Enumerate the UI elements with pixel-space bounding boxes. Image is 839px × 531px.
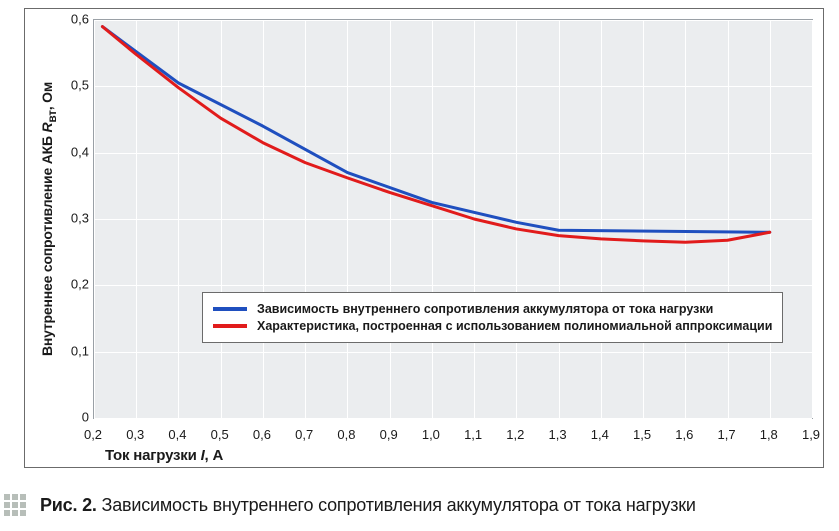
x-tick-label: 1,0 (422, 427, 440, 442)
x-tick-label: 1,3 (549, 427, 567, 442)
series-polynomial (102, 27, 769, 243)
legend-swatch (213, 324, 247, 328)
x-tick-label: 1,9 (802, 427, 820, 442)
figure-caption: Рис. 2. Зависимость внутреннего сопротив… (0, 480, 839, 530)
legend-label: Зависимость внутреннего сопротивления ак… (257, 302, 713, 316)
legend-item-polynomial: Характеристика, построенная с использова… (213, 319, 772, 333)
x-axis-title: Ток нагрузки I, А (105, 447, 223, 464)
x-tick-label: 1,5 (633, 427, 651, 442)
y-tick-label: 0,6 (61, 12, 89, 27)
y-tick-label: 0 (61, 410, 89, 425)
x-tick-label: 0,7 (295, 427, 313, 442)
series-canvas (94, 20, 812, 418)
legend-item-measured: Зависимость внутреннего сопротивления ак… (213, 302, 772, 316)
y-tick-label: 0,2 (61, 277, 89, 292)
y-tick-label: 0,4 (61, 144, 89, 159)
caption-body: Зависимость внутреннего сопротивления ак… (102, 495, 696, 515)
caption-figure-label: Рис. 2. (40, 495, 97, 515)
legend-swatch (213, 307, 247, 311)
x-tick-label: 1,2 (506, 427, 524, 442)
y-axis-title: Внутреннее сопротивление АКБ Rвт, Ом (39, 82, 59, 356)
x-tick-label: 0,3 (126, 427, 144, 442)
x-tick-label: 0,2 (84, 427, 102, 442)
y-tick-label: 0,3 (61, 211, 89, 226)
x-tick-label: 0,5 (211, 427, 229, 442)
caption-ornament-icon (4, 494, 26, 516)
y-tick-label: 0,1 (61, 343, 89, 358)
x-tick-label: 0,8 (337, 427, 355, 442)
x-tick-label: 1,8 (760, 427, 778, 442)
x-tick-label: 0,6 (253, 427, 271, 442)
y-tick-label: 0,5 (61, 78, 89, 93)
x-tick-label: 0,4 (168, 427, 186, 442)
x-tick-label: 0,9 (380, 427, 398, 442)
x-tick-label: 1,6 (675, 427, 693, 442)
figure-root: Внутреннее сопротивление АКБ Rвт, Ом Зав… (0, 0, 839, 531)
plot-area: Зависимость внутреннего сопротивления ак… (93, 19, 813, 419)
legend-label: Характеристика, построенная с использова… (257, 319, 772, 333)
chart-container: Внутреннее сопротивление АКБ Rвт, Ом Зав… (24, 8, 824, 468)
series-measured (102, 27, 769, 233)
x-tick-label: 1,1 (464, 427, 482, 442)
legend: Зависимость внутреннего сопротивления ак… (202, 292, 783, 343)
x-tick-label: 1,7 (717, 427, 735, 442)
x-tick-label: 1,4 (591, 427, 609, 442)
caption-text: Рис. 2. Зависимость внутреннего сопротив… (40, 495, 696, 516)
